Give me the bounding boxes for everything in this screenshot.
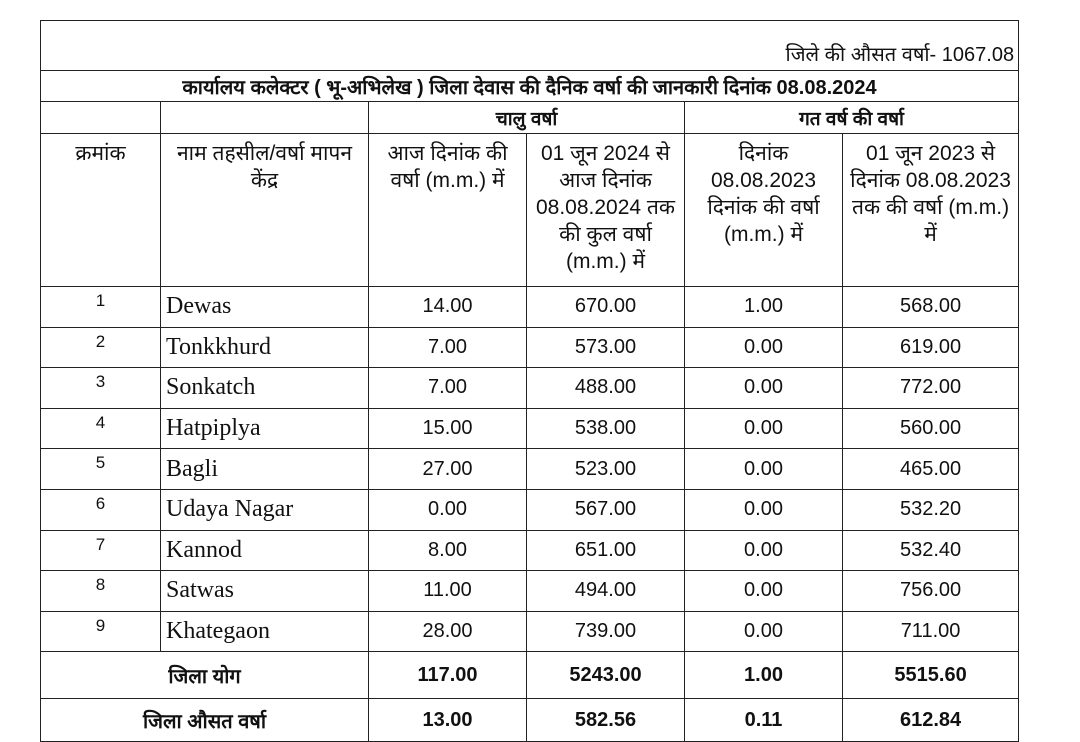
empty-cell bbox=[160, 101, 369, 134]
value-cell: 11.00 bbox=[368, 570, 527, 612]
column-header: नाम तहसील/वर्षा मापन केंद्र bbox=[160, 133, 369, 287]
value-cell: 0.00 bbox=[684, 367, 843, 409]
data-row: 1 Dewas 14.00 670.00 1.00 568.00 bbox=[40, 286, 1020, 328]
average-value: 0.11 bbox=[684, 698, 843, 742]
value-cell: 567.00 bbox=[526, 488, 685, 531]
average-value: 582.56 bbox=[526, 698, 685, 742]
data-row: 2 Tonkkhurd 7.00 573.00 0.00 619.00 bbox=[40, 326, 1020, 369]
total-value: 5243.00 bbox=[526, 651, 685, 700]
value-cell: 0.00 bbox=[684, 326, 843, 369]
value-cell: 0.00 bbox=[684, 610, 843, 653]
value-cell: 0.00 bbox=[684, 448, 843, 490]
empty-cell bbox=[40, 101, 161, 134]
station-cell: Sonkatch bbox=[160, 367, 369, 409]
serial-cell: 1 bbox=[40, 286, 161, 328]
value-cell: 532.20 bbox=[841, 488, 1020, 531]
station-cell: Satwas bbox=[160, 570, 369, 612]
value-cell: 14.00 bbox=[368, 286, 527, 328]
value-cell: 560.00 bbox=[841, 407, 1020, 450]
serial-cell: 7 bbox=[40, 529, 161, 572]
value-cell: 27.00 bbox=[368, 448, 527, 490]
header-row: क्रमांक नाम तहसील/वर्षा मापन केंद्र आज दिन… bbox=[40, 133, 1020, 287]
note-row: जिले की औसत वर्षा- 1067.08 bbox=[39, 20, 1020, 71]
station-cell: Hatpiplya bbox=[160, 407, 369, 450]
average-note: जिले की औसत वर्षा- 1067.08 bbox=[39, 20, 1020, 71]
value-cell: 651.00 bbox=[526, 529, 685, 572]
value-cell: 772.00 bbox=[841, 367, 1020, 409]
value-cell: 1.00 bbox=[684, 286, 843, 328]
value-cell: 15.00 bbox=[368, 407, 527, 450]
station-cell: Kannod bbox=[160, 529, 369, 572]
total-label: जिला योग bbox=[40, 651, 369, 700]
station-cell: Udaya Nagar bbox=[160, 488, 369, 531]
group-header: चालु वर्षा bbox=[368, 101, 685, 134]
average-row: जिला औसत वर्षा 13.00 582.56 0.11 612.84 bbox=[40, 698, 1020, 742]
table-body: जिले की औसत वर्षा- 1067.08 कार्यालय कलेक… bbox=[39, 20, 1020, 742]
data-row: 8 Satwas 11.00 494.00 0.00 756.00 bbox=[40, 570, 1020, 612]
value-cell: 711.00 bbox=[841, 610, 1020, 653]
value-cell: 739.00 bbox=[526, 610, 685, 653]
data-row: 3 Sonkatch 7.00 488.00 0.00 772.00 bbox=[40, 367, 1020, 409]
value-cell: 465.00 bbox=[841, 448, 1020, 490]
data-row: 6 Udaya Nagar 0.00 567.00 0.00 532.20 bbox=[40, 488, 1020, 531]
column-header: क्रमांक bbox=[40, 133, 161, 287]
average-value: 13.00 bbox=[368, 698, 527, 742]
value-cell: 532.40 bbox=[841, 529, 1020, 572]
value-cell: 7.00 bbox=[368, 367, 527, 409]
column-header: दिनांक 08.08.2023 दिनांक की वर्षा (m.m.)… bbox=[684, 133, 843, 287]
value-cell: 619.00 bbox=[841, 326, 1020, 369]
table-title: कार्यालय कलेक्टर ( भू-अभिलेख ) जिला देवा… bbox=[39, 70, 1020, 102]
value-cell: 573.00 bbox=[526, 326, 685, 369]
average-label: जिला औसत वर्षा bbox=[40, 698, 369, 742]
data-row: 5 Bagli 27.00 523.00 0.00 465.00 bbox=[40, 448, 1020, 490]
value-cell: 670.00 bbox=[526, 286, 685, 328]
value-cell: 8.00 bbox=[368, 529, 527, 572]
value-cell: 538.00 bbox=[526, 407, 685, 450]
value-cell: 7.00 bbox=[368, 326, 527, 369]
serial-cell: 9 bbox=[40, 610, 161, 653]
total-value: 117.00 bbox=[368, 651, 527, 700]
station-cell: Tonkkhurd bbox=[160, 326, 369, 369]
value-cell: 0.00 bbox=[684, 407, 843, 450]
value-cell: 0.00 bbox=[368, 488, 527, 531]
value-cell: 568.00 bbox=[841, 286, 1020, 328]
group-header: गत वर्ष की वर्षा bbox=[683, 101, 1020, 134]
group-row: चालु वर्षा गत वर्ष की वर्षा bbox=[40, 101, 1020, 134]
value-cell: 523.00 bbox=[526, 448, 685, 490]
value-cell: 756.00 bbox=[841, 570, 1020, 612]
serial-cell: 2 bbox=[40, 326, 161, 369]
station-cell: Khategaon bbox=[160, 610, 369, 653]
value-cell: 0.00 bbox=[684, 488, 843, 531]
data-row: 9 Khategaon 28.00 739.00 0.00 711.00 bbox=[40, 610, 1020, 653]
value-cell: 0.00 bbox=[684, 570, 843, 612]
serial-cell: 5 bbox=[40, 448, 161, 490]
column-header: 01 जून 2023 से दिनांक 08.08.2023 तक की व… bbox=[841, 133, 1020, 287]
column-header: आज दिनांक की वर्षा (m.m.) में bbox=[368, 133, 527, 287]
total-value: 5515.60 bbox=[841, 651, 1020, 700]
value-cell: 28.00 bbox=[368, 610, 527, 653]
serial-cell: 3 bbox=[40, 367, 161, 409]
rainfall-table: जिले की औसत वर्षा- 1067.08 कार्यालय कलेक… bbox=[39, 20, 1020, 742]
serial-cell: 6 bbox=[40, 488, 161, 531]
data-row: 4 Hatpiplya 15.00 538.00 0.00 560.00 bbox=[40, 407, 1020, 450]
average-value: 612.84 bbox=[841, 698, 1020, 742]
value-cell: 0.00 bbox=[684, 529, 843, 572]
column-header: 01 जून 2024 से आज दिनांक 08.08.2024 तक क… bbox=[526, 133, 685, 287]
title-row: कार्यालय कलेक्टर ( भू-अभिलेख ) जिला देवा… bbox=[39, 70, 1020, 102]
serial-cell: 8 bbox=[40, 570, 161, 612]
value-cell: 488.00 bbox=[526, 367, 685, 409]
serial-cell: 4 bbox=[40, 407, 161, 450]
total-value: 1.00 bbox=[684, 651, 843, 700]
station-cell: Dewas bbox=[160, 286, 369, 328]
page: {"header": {"average_note": "जिले की औसत… bbox=[39, 20, 1020, 742]
total-row: जिला योग 117.00 5243.00 1.00 5515.60 bbox=[40, 651, 1020, 700]
station-cell: Bagli bbox=[160, 448, 369, 490]
value-cell: 494.00 bbox=[526, 570, 685, 612]
data-row: 7 Kannod 8.00 651.00 0.00 532.40 bbox=[40, 529, 1020, 572]
